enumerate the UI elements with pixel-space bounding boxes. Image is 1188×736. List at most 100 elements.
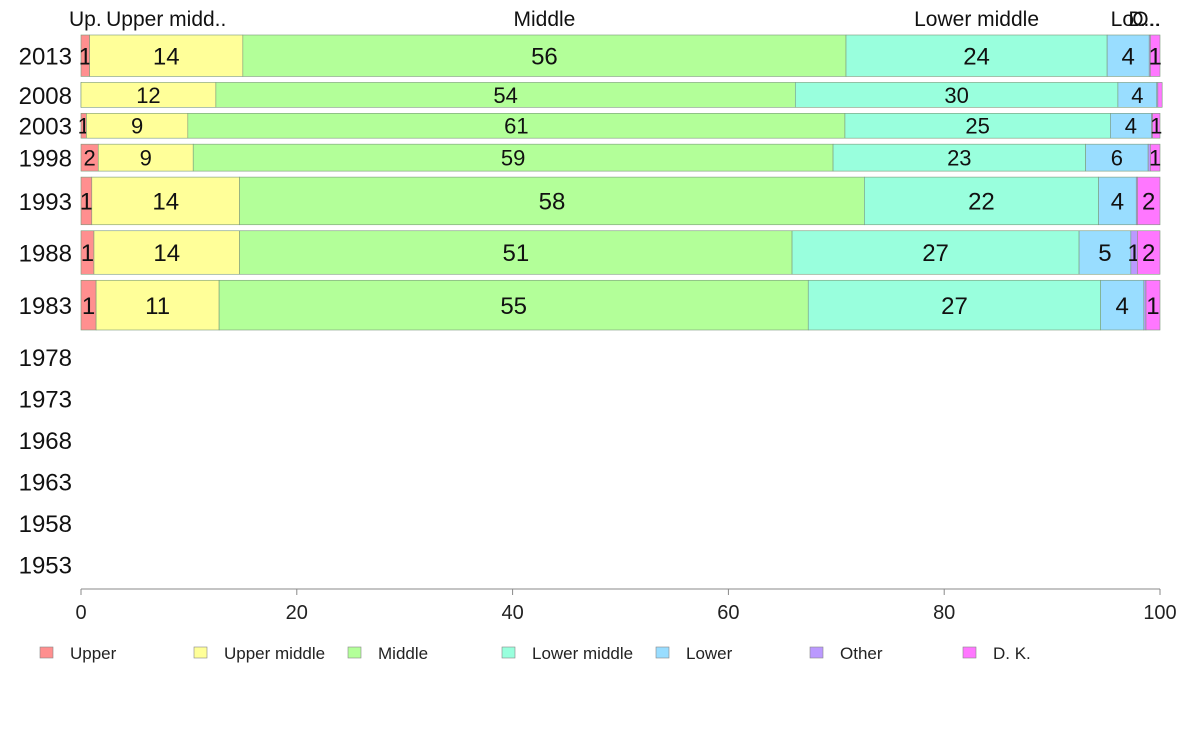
x-tick-label: 60 xyxy=(717,602,739,624)
legend: Upper Upper middle Middle Lower middle Lower… xyxy=(39,644,1031,663)
bar-segment-upper-middle-1993 xyxy=(91,176,240,226)
data-label: 30 xyxy=(944,83,968,108)
x-tick-label: 100 xyxy=(1143,602,1176,624)
bar-segment-lower-middle-2008 xyxy=(794,82,1119,108)
year-label: 1963 xyxy=(19,469,72,496)
legend-swatch xyxy=(809,646,824,659)
bar-segment-lower-2003 xyxy=(1110,113,1152,139)
data-label: 1 xyxy=(1148,43,1161,70)
legend-label: Upper xyxy=(70,644,117,663)
data-label: 1 xyxy=(1149,146,1161,171)
bar-segment-lower-middle-1983 xyxy=(807,279,1101,331)
bar-segment-d-k--1998 xyxy=(1149,143,1161,172)
bar-segment-upper-middle-1998 xyxy=(97,143,194,172)
data-label: 6 xyxy=(1111,146,1123,171)
bar-segment-lower-1983 xyxy=(1100,279,1145,331)
data-label: 2 xyxy=(84,146,96,171)
data-label: 1 xyxy=(1146,293,1159,320)
bar-segment-d-k--2003 xyxy=(1152,113,1161,139)
bar-segment-lower-2008 xyxy=(1117,82,1158,108)
data-label: 1 xyxy=(79,43,92,70)
legend-label: Lower middle xyxy=(532,644,633,663)
column-header-label: D... xyxy=(1128,8,1161,31)
x-tick-label: 80 xyxy=(933,602,955,624)
data-label: 59 xyxy=(501,146,525,171)
bar-segment-middle-2013 xyxy=(242,34,847,77)
bar-segment-upper-middle-1988 xyxy=(93,230,240,275)
year-label: 1958 xyxy=(19,511,72,538)
data-label: 56 xyxy=(531,43,558,70)
bar-segment-middle-2003 xyxy=(187,113,846,139)
data-label: 4 xyxy=(1116,293,1129,320)
data-label: 27 xyxy=(922,240,949,267)
bar-segment-upper-middle-2008 xyxy=(80,82,217,108)
column-header-label: Upper midd.. xyxy=(106,8,226,31)
year-label: 1978 xyxy=(19,345,72,372)
legend-swatch xyxy=(501,646,516,659)
bar-segment-d-k--1988 xyxy=(1137,230,1161,275)
year-label: 1968 xyxy=(19,428,72,455)
data-label: 4 xyxy=(1131,83,1143,108)
data-label: 51 xyxy=(502,240,529,267)
column-header-label: O.. xyxy=(1132,8,1160,31)
legend-swatch xyxy=(655,646,670,659)
year-label: 1998 xyxy=(19,146,72,173)
data-label: 25 xyxy=(965,114,989,139)
bar-segment-middle-1998 xyxy=(192,143,834,172)
bar-segment-middle-1993 xyxy=(239,176,865,226)
data-label: 5 xyxy=(1098,240,1111,267)
data-label: 9 xyxy=(131,114,143,139)
x-tick-label: 40 xyxy=(501,602,523,624)
bar-segment-d-k--2013 xyxy=(1149,34,1161,77)
legend-label: D. K. xyxy=(993,644,1031,663)
data-label: 14 xyxy=(152,189,179,216)
legend-label: Middle xyxy=(378,644,428,663)
year-label: 2013 xyxy=(19,44,72,71)
bar-segment-lower-1993 xyxy=(1098,176,1137,226)
bar-segment-middle-1983 xyxy=(218,279,809,331)
year-label: 2008 xyxy=(19,83,72,110)
data-label: 1 xyxy=(81,240,94,267)
data-label: 11 xyxy=(145,293,170,320)
x-tick-label: 0 xyxy=(75,602,86,624)
data-label: 23 xyxy=(947,146,971,171)
bar-segment-lower-middle-2013 xyxy=(845,34,1108,77)
bar-segment-lower-middle-1988 xyxy=(791,230,1080,275)
bar-segment-middle-2008 xyxy=(215,82,796,108)
data-label: 55 xyxy=(500,293,527,320)
year-label: 1993 xyxy=(19,189,72,216)
column-header-label: Lo.. xyxy=(1111,8,1146,31)
bar-segment-upper-middle-2003 xyxy=(86,113,189,139)
data-label: 58 xyxy=(539,189,566,216)
year-label: 2003 xyxy=(19,114,72,141)
legend-swatch xyxy=(962,646,977,659)
bar-segment-d-k--1983 xyxy=(1145,279,1161,331)
data-label: 14 xyxy=(153,240,180,267)
data-label: 9 xyxy=(140,146,152,171)
data-label: 22 xyxy=(968,189,995,216)
year-label: 1988 xyxy=(19,241,72,268)
bar-segment-d-k--2008 xyxy=(1157,82,1163,108)
data-label: 4 xyxy=(1121,43,1134,70)
year-label: 1953 xyxy=(19,552,72,579)
bar-segment-d-k--1993 xyxy=(1137,176,1161,226)
column-header-label: Middle xyxy=(513,8,575,31)
year-axis-labels: 2013 2008 2003 1998 1993 1988 1983 1978 1973 1968… xyxy=(19,44,72,580)
data-label: 4 xyxy=(1111,189,1124,216)
legend-label: Other xyxy=(840,644,883,663)
bar-area: 1 14 56 24 4 112 54 30 41 9 61 25 4 12 9 59 23 6 11 14 58 22 4… xyxy=(78,34,1163,331)
data-label: 12 xyxy=(136,83,160,108)
data-label: 61 xyxy=(504,114,528,139)
legend-label: Lower xyxy=(686,644,733,663)
legend-swatch xyxy=(193,646,208,659)
legend-label: Upper middle xyxy=(224,644,325,663)
year-label: 1973 xyxy=(19,386,72,413)
x-axis-ticks: 0 20 40 60 80 100 xyxy=(75,589,1177,624)
data-label: 2 xyxy=(1142,189,1155,216)
data-label: 27 xyxy=(941,293,968,320)
bar-segment-middle-1988 xyxy=(239,230,793,275)
data-label: 1 xyxy=(82,293,95,320)
data-label: 14 xyxy=(153,43,180,70)
bar-segment-lower-1998 xyxy=(1085,143,1149,172)
